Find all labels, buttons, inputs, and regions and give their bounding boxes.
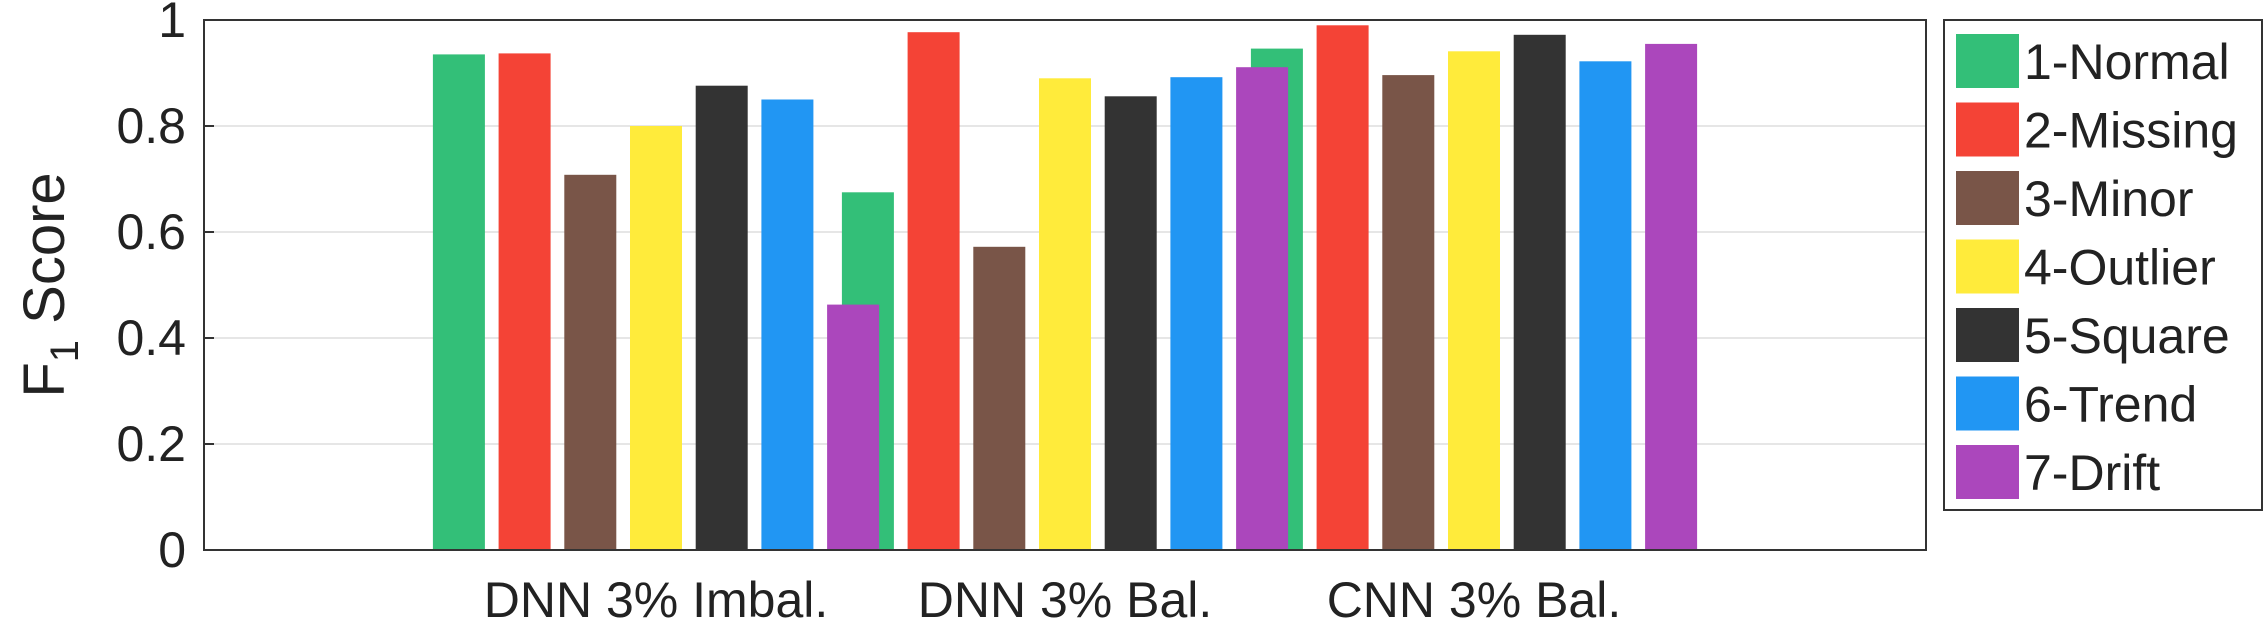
legend-label: 2-Missing [2024,103,2238,159]
bar-1-category-1 [432,54,485,551]
legend-swatch [1956,376,2019,431]
legend-label: 3-Minor [2024,171,2193,227]
bar-2-category-1 [498,53,551,551]
x-category-label: DNN 3% Imbal. [484,572,829,625]
y-axis-title-main: F [12,362,77,397]
x-category-label: CNN 3% Bal. [1327,572,1622,625]
y-tick-label: 0.4 [116,310,186,366]
legend-label: 6-Trend [2024,377,2197,433]
x-axis-categories: DNN 3% Imbal. DNN 3% Bal. CNN 3% Bal. [484,572,1621,625]
y-axis-title-rest: Score [12,172,77,340]
legend-label: 5-Square [2024,308,2230,364]
y-axis-title-subscript: 1 [43,340,87,362]
bar-3-category-1 [564,174,617,551]
bar-3-category-2 [973,246,1026,551]
legend: 1-Normal 2-Missing 3-Minor 4-Outlier 5-Squar… [1943,19,2263,511]
legend-swatch [1956,445,2019,499]
bar-2-category-3 [1316,25,1369,551]
bar-5-category-1 [695,85,748,550]
bar-6-category-3 [1579,61,1632,551]
legend-swatch [1956,239,2019,294]
y-tick-label: 1 [158,0,186,48]
bar-7-category-2 [1236,67,1289,550]
bar-4-category-3 [1448,51,1500,551]
bar-4-category-1 [630,126,682,550]
bar-3-category-3 [1382,75,1435,550]
bars [432,25,1698,551]
bar-6-category-1 [761,99,814,550]
legend-label: 7-Drift [2024,445,2160,501]
y-axis-title: F1 Score [12,172,87,397]
bar-7-category-3 [1645,43,1698,551]
legend-swatch [1956,171,2019,225]
bar-7-category-1 [827,304,880,550]
plot-area-frame [203,19,1927,551]
bar-4-category-2 [1039,78,1091,551]
y-tick-label: 0.8 [116,98,186,154]
y-tick-label: 0.2 [116,416,186,472]
y-tick-label: 0.6 [116,204,186,260]
bar-5-category-2 [1104,96,1157,551]
x-category-label: DNN 3% Bal. [918,572,1213,625]
bar-2-category-2 [907,32,960,550]
bar-6-category-2 [1170,77,1223,550]
legend-label: 4-Outlier [2024,240,2216,296]
bar-5-category-3 [1513,34,1566,551]
legend-swatch [1956,102,2019,157]
legend-swatch [1956,34,2019,88]
y-axis-ticks: 0 0.2 0.4 0.6 0.8 1 [116,0,214,578]
y-tick-label: 0 [158,522,186,578]
legend-swatch [1956,308,2019,362]
legend-label: 1-Normal [2024,34,2230,90]
